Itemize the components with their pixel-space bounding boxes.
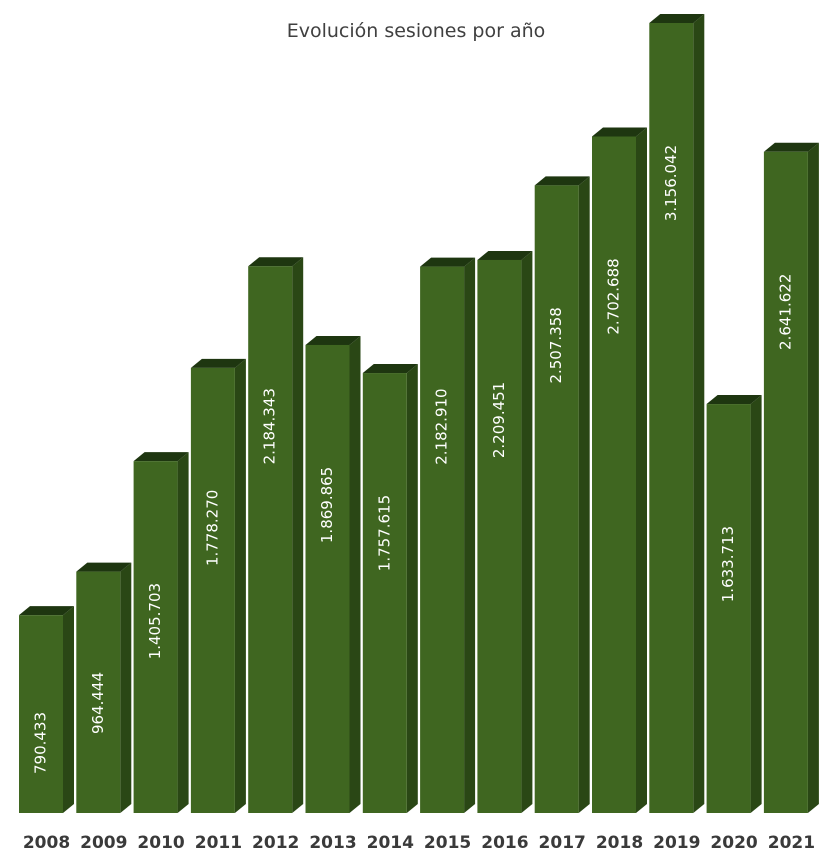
bar-side-2014 xyxy=(406,364,418,813)
chart-title: Evolución sesiones por año xyxy=(287,20,546,42)
bar-2011 xyxy=(190,358,246,813)
bar-side-2012 xyxy=(292,257,304,814)
bar-side-2020 xyxy=(750,395,762,813)
bar-side-2013 xyxy=(349,335,361,813)
bar-side-2010 xyxy=(177,452,189,813)
bar-top-2015 xyxy=(420,257,476,267)
bar-value-label-2009: 964.444 xyxy=(89,672,107,734)
x-tick-2014: 2014 xyxy=(367,833,414,853)
bar-value-label-2021: 2.641.622 xyxy=(776,274,794,350)
bar-value-label-2010: 1.405.703 xyxy=(146,583,164,659)
bar-value-label-2019: 3.156.042 xyxy=(662,145,680,221)
bar-value-label-2008: 790.433 xyxy=(32,712,50,774)
bar-front-2014 xyxy=(362,373,407,813)
bar-2021 xyxy=(763,142,819,813)
bar-2008 xyxy=(19,606,74,813)
bar-top-2021 xyxy=(763,142,819,152)
x-tick-2020: 2020 xyxy=(710,833,757,853)
bar-value-label-2015: 2.182.910 xyxy=(433,388,451,464)
bar-value-label-2013: 1.869.865 xyxy=(318,467,336,543)
x-tick-2008: 2008 xyxy=(23,833,70,853)
bar-2009 xyxy=(76,562,132,813)
bar-2012 xyxy=(248,257,304,814)
bar-top-2008 xyxy=(19,606,74,616)
bar-side-2019 xyxy=(693,14,705,813)
bar-top-2017 xyxy=(534,176,590,186)
bar-2014 xyxy=(362,364,418,813)
x-tick-2021: 2021 xyxy=(768,833,815,853)
bar-value-label-2011: 1.778.270 xyxy=(203,490,221,566)
x-tick-2011: 2011 xyxy=(195,833,242,853)
x-tick-2013: 2013 xyxy=(309,833,356,853)
bar-front-2020 xyxy=(706,404,751,813)
bar-value-label-2012: 2.184.343 xyxy=(261,388,279,464)
bar-front-2019 xyxy=(649,23,694,813)
bar-top-2011 xyxy=(190,358,246,368)
bar-2013 xyxy=(305,335,361,813)
x-tick-2016: 2016 xyxy=(481,833,528,853)
bar-front-2015 xyxy=(420,266,465,813)
bar-top-2019 xyxy=(649,14,705,23)
bar-side-2015 xyxy=(464,257,476,813)
x-tick-2019: 2019 xyxy=(653,833,700,853)
bar-2016 xyxy=(477,250,533,814)
bar-top-2013 xyxy=(305,335,361,345)
bars-group: 790.433 964.444 1.405.703 1.778.270 2.184.34… xyxy=(19,14,819,814)
bar-value-label-2014: 1.757.615 xyxy=(375,495,393,571)
bar-value-label-2017: 2.507.358 xyxy=(547,307,565,383)
bar-2017 xyxy=(534,176,590,813)
bar-front-2008 xyxy=(19,615,63,813)
bar-front-2009 xyxy=(76,571,121,813)
bar-side-2008 xyxy=(63,606,74,813)
bar-front-2013 xyxy=(305,344,350,813)
bar-value-label-2016: 2.209.451 xyxy=(490,382,508,458)
bar-top-2020 xyxy=(706,395,762,405)
bar-top-2010 xyxy=(133,452,189,462)
bar-2018 xyxy=(592,127,647,813)
x-tick-2012: 2012 xyxy=(252,833,299,853)
bar-side-2009 xyxy=(120,562,132,813)
bar-2019 xyxy=(649,14,705,813)
bar-side-2018 xyxy=(636,127,647,813)
bar-top-2012 xyxy=(248,257,304,267)
bar-front-2021 xyxy=(763,151,808,813)
x-tick-2018: 2018 xyxy=(596,833,643,853)
bar-value-label-2018: 2.702.688 xyxy=(605,258,623,334)
x-tick-2017: 2017 xyxy=(539,833,586,853)
x-tick-2009: 2009 xyxy=(80,833,127,853)
bar-side-2016 xyxy=(521,250,533,814)
bar-top-2018 xyxy=(592,127,647,137)
bar-front-2017 xyxy=(534,185,579,813)
bar-front-2016 xyxy=(477,259,522,813)
bar-front-2010 xyxy=(133,461,178,813)
bar-front-2012 xyxy=(248,266,293,814)
bar-side-2017 xyxy=(578,176,590,813)
bar-2015 xyxy=(420,257,476,813)
bar-side-2011 xyxy=(234,358,246,813)
bar-2010 xyxy=(133,452,189,813)
bar-top-2016 xyxy=(477,250,533,260)
bar-front-2011 xyxy=(190,367,235,813)
x-tick-2015: 2015 xyxy=(424,833,471,853)
x-tick-2010: 2010 xyxy=(137,833,184,853)
bar-top-2014 xyxy=(362,364,418,374)
bar-top-2009 xyxy=(76,562,132,572)
bar-side-2021 xyxy=(807,142,819,813)
x-axis-ticks: 2008 2009 2010 2011 2012 2013 2014 2015 2016 2017… xyxy=(23,833,815,853)
bar-value-label-2020: 1.633.713 xyxy=(719,526,737,602)
bar-front-2018 xyxy=(592,136,636,813)
bar-2020 xyxy=(706,395,762,813)
